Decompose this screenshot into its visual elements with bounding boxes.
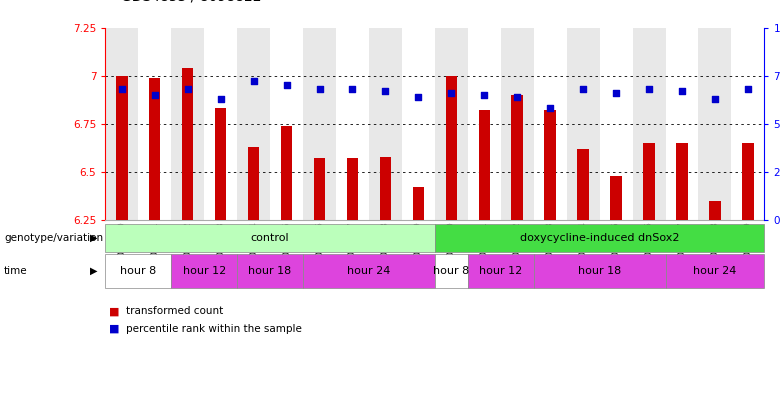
Point [675,88,688,94]
Bar [610,176,622,220]
Text: control: control [250,233,289,243]
Bar [369,28,402,220]
Text: GDS4853 / 8098822: GDS4853 / 8098822 [121,0,261,4]
Bar [566,28,600,220]
Bar [138,28,171,220]
Text: hour 12: hour 12 [183,266,225,276]
Point [478,92,491,98]
Point [115,86,128,92]
Text: ■: ■ [109,306,119,316]
Bar [600,28,633,220]
Bar [534,28,567,220]
Bar [105,28,138,220]
Point [742,86,754,92]
Point [314,86,326,92]
Point [280,82,292,88]
Text: transformed count: transformed count [126,306,224,316]
Bar [544,110,556,220]
Bar [402,28,435,220]
Text: genotype/variation: genotype/variation [4,233,103,243]
Point [148,92,161,98]
Bar [149,77,161,220]
Text: hour 24: hour 24 [347,266,391,276]
Text: hour 24: hour 24 [693,266,736,276]
Bar [512,95,523,220]
Bar [281,126,292,220]
Bar [116,75,128,220]
Bar [237,28,270,220]
Bar [676,143,688,220]
Text: ▶: ▶ [90,266,98,276]
Bar [215,108,226,220]
Bar [644,143,655,220]
Bar [204,28,237,220]
Bar [501,28,534,220]
Bar [699,28,732,220]
Point [182,86,194,92]
Bar [742,143,753,220]
Bar [248,147,260,220]
Bar [633,28,665,220]
Bar [172,28,204,220]
Point [577,86,590,92]
Bar [346,158,358,220]
Point [247,78,260,84]
Point [511,94,523,100]
Text: hour 8: hour 8 [433,266,470,276]
Point [412,94,424,100]
Text: time: time [4,266,27,276]
Bar [709,201,721,220]
Point [445,90,458,96]
Bar [478,110,490,220]
Text: hour 18: hour 18 [578,266,621,276]
Text: hour 8: hour 8 [120,266,156,276]
Text: hour 12: hour 12 [479,266,523,276]
Bar [665,28,699,220]
Bar [303,28,336,220]
Point [346,86,359,92]
Text: hour 18: hour 18 [249,266,292,276]
Point [215,95,227,102]
Bar [468,28,501,220]
Bar [380,156,392,220]
Bar [445,75,457,220]
Point [610,90,622,96]
Bar [314,158,325,220]
Text: percentile rank within the sample: percentile rank within the sample [126,324,302,334]
Point [379,88,392,94]
Point [643,86,655,92]
Text: doxycycline-induced dnSox2: doxycycline-induced dnSox2 [520,233,679,243]
Text: ▶: ▶ [90,233,98,243]
Point [709,95,722,102]
Text: ■: ■ [109,324,119,334]
Bar [413,187,424,220]
Bar [577,149,589,220]
Bar [732,28,764,220]
Bar [435,28,468,220]
Point [544,105,556,112]
Bar [336,28,369,220]
Bar [270,28,303,220]
Bar [182,68,193,220]
